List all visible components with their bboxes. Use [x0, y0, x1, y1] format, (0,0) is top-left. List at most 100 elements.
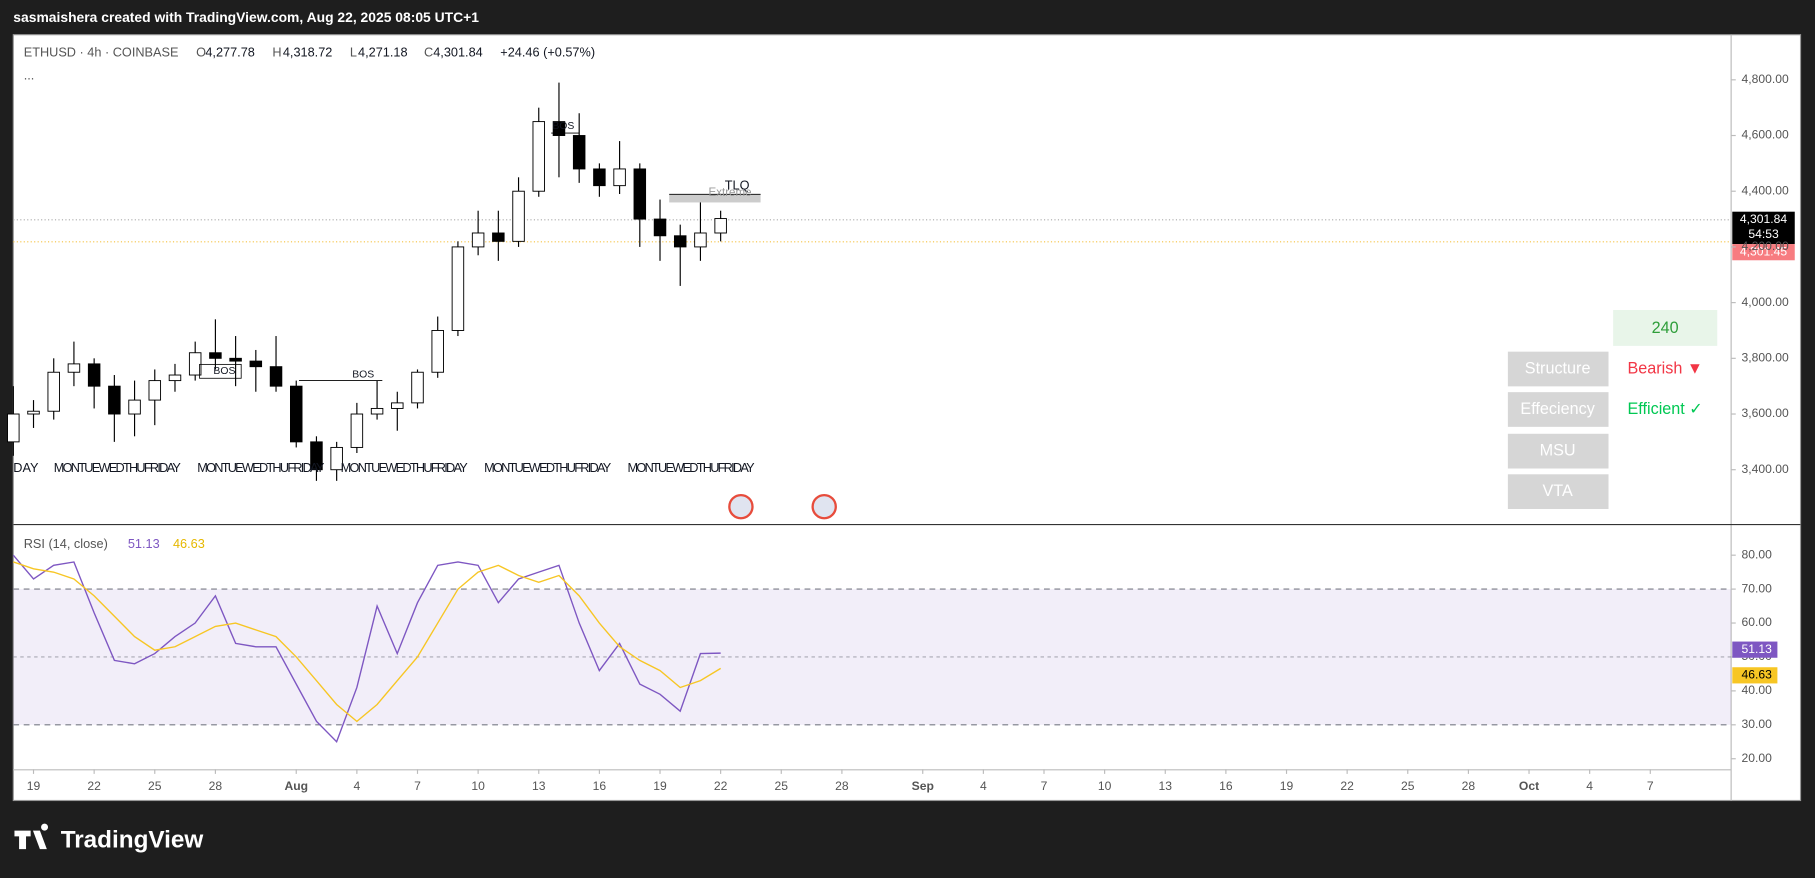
countdown: 54:53 — [1748, 227, 1779, 241]
day-label: MONTUEWEDTHUFRIDAY — [341, 460, 469, 475]
us-flag-icon[interactable] — [728, 493, 754, 520]
candle-body — [269, 366, 283, 387]
candle-body — [128, 399, 141, 415]
y-tick-label: 20.00 — [1742, 751, 1773, 765]
row-label: Structure — [1525, 359, 1591, 377]
ohlc-key: H — [272, 45, 281, 60]
rsi-value-tag-label: 46.63 — [1742, 668, 1773, 682]
row-label-cell — [1507, 433, 1609, 469]
x-tick-label: 7 — [1041, 779, 1048, 793]
candle-body — [471, 232, 485, 248]
ohlc-key: O — [196, 45, 206, 60]
candle-body — [532, 121, 546, 192]
candle-body — [108, 385, 121, 415]
ohlc-key: L — [350, 45, 357, 60]
axes: 3,400.00 3,600.00 3,800.00 4,000.00 4,200.00… — [27, 72, 1789, 793]
widget: 240 Structure Bearish ▼ Effeciency Effic… — [1507, 310, 1718, 509]
last-price-tag — [1732, 211, 1795, 245]
more-button[interactable]: ... — [24, 68, 35, 83]
annotation: TLQ — [725, 178, 750, 193]
us-flag-icon[interactable] — [811, 493, 837, 520]
x-tick-label: 19 — [1280, 779, 1294, 793]
candle-body — [168, 374, 182, 382]
y-tick-label: 4,600.00 — [1742, 128, 1789, 142]
rsi-value-tag — [1732, 641, 1778, 658]
y-tick-label: 40.00 — [1742, 683, 1773, 697]
candle-body — [310, 441, 323, 471]
y-tick-label: 3,600.00 — [1742, 406, 1789, 420]
change: +24.46 (+0.57%) — [500, 45, 595, 60]
candle-body — [714, 218, 727, 234]
candle-body — [249, 360, 263, 368]
candle-body — [552, 121, 566, 136]
day-labels: DAY MONTUEWEDTHUFRIDAY MONTUEWEDTHUFRIDA… — [13, 460, 757, 475]
logo-text: TradingView — [61, 826, 204, 853]
row-value: Efficient ✓ — [1628, 400, 1703, 418]
row-label: VTA — [1542, 482, 1572, 500]
x-tick-label: 4 — [353, 779, 360, 793]
y-tick-label: 30.00 — [1742, 717, 1773, 731]
candle-body — [289, 385, 303, 443]
rsi-value-tag — [1732, 667, 1778, 684]
x-tick-label: 7 — [414, 779, 421, 793]
annotation: Extreme — [709, 187, 752, 199]
rsi-line — [12, 554, 721, 743]
x-tick-label: 4 — [980, 779, 987, 793]
rsi-title: RSI (14, close) — [24, 536, 108, 551]
candle-body — [188, 352, 202, 376]
x-tick-label: 16 — [593, 779, 607, 793]
bid-price: 4,301.45 — [1740, 244, 1787, 258]
y-tick-label: 70.00 — [1742, 581, 1773, 595]
x-tick-label: 28 — [1462, 779, 1476, 793]
x-tick-label: 16 — [1219, 779, 1233, 793]
candle-body — [633, 168, 647, 220]
candle-body — [209, 352, 222, 359]
day-label: MONTUEWEDTHUFRIDAY — [54, 460, 182, 475]
logo-icon — [14, 823, 49, 850]
row-value: Bearish ▼ — [1627, 359, 1702, 377]
row-label-cell — [1507, 351, 1609, 387]
y-tick-label: 4,000.00 — [1742, 295, 1789, 309]
candle-body — [47, 371, 60, 412]
rsi-ma-value: 46.63 — [173, 536, 205, 551]
annotation: BOS — [352, 370, 374, 381]
x-tick-label: 25 — [775, 779, 789, 793]
candle-body — [350, 413, 364, 448]
candle-body — [451, 246, 465, 331]
y-tick-label: 3,800.00 — [1742, 351, 1789, 365]
ohlc-value: 4,271.18 — [358, 45, 408, 60]
chart-panel — [12, 34, 1802, 802]
row-label: Effeciency — [1520, 400, 1595, 418]
candle-body — [492, 232, 505, 242]
x-tick-label: 19 — [27, 779, 41, 793]
x-tick-label: Aug — [284, 779, 308, 793]
price-tags: 4,301.84 54:53 4,301.45 — [1732, 211, 1795, 261]
candle-body — [27, 410, 40, 415]
candle-body — [330, 446, 343, 471]
candle-body — [653, 218, 667, 237]
y-tick-label: 80.00 — [1742, 547, 1773, 561]
x-tick-label: 7 — [1647, 779, 1654, 793]
y-tick-label: 3,400.00 — [1742, 462, 1789, 476]
rsi-value: 51.13 — [128, 536, 160, 551]
timeframe: 240 — [1652, 319, 1679, 337]
last-price: 4,301.84 — [1740, 212, 1787, 226]
symbol: ETHUSD · 4h · COINBASE — [24, 45, 179, 60]
candle-body — [694, 232, 707, 248]
bos-box — [199, 363, 242, 379]
candle-body — [87, 363, 101, 387]
x-tick-label: Sep — [912, 779, 934, 793]
day-label: MONTUEWEDTHUFRIDAY — [484, 460, 612, 475]
candles — [7, 82, 727, 481]
candle-body — [613, 168, 626, 187]
x-tick-label: 4 — [1586, 779, 1593, 793]
x-tick-label: 22 — [714, 779, 728, 793]
annotation: BOS — [552, 121, 574, 132]
candle-body — [391, 402, 404, 409]
candle-body — [67, 363, 81, 373]
x-tick-label: 13 — [532, 779, 546, 793]
x-tick-label: 25 — [1401, 779, 1415, 793]
y-tick-label: 4,400.00 — [1742, 183, 1789, 197]
